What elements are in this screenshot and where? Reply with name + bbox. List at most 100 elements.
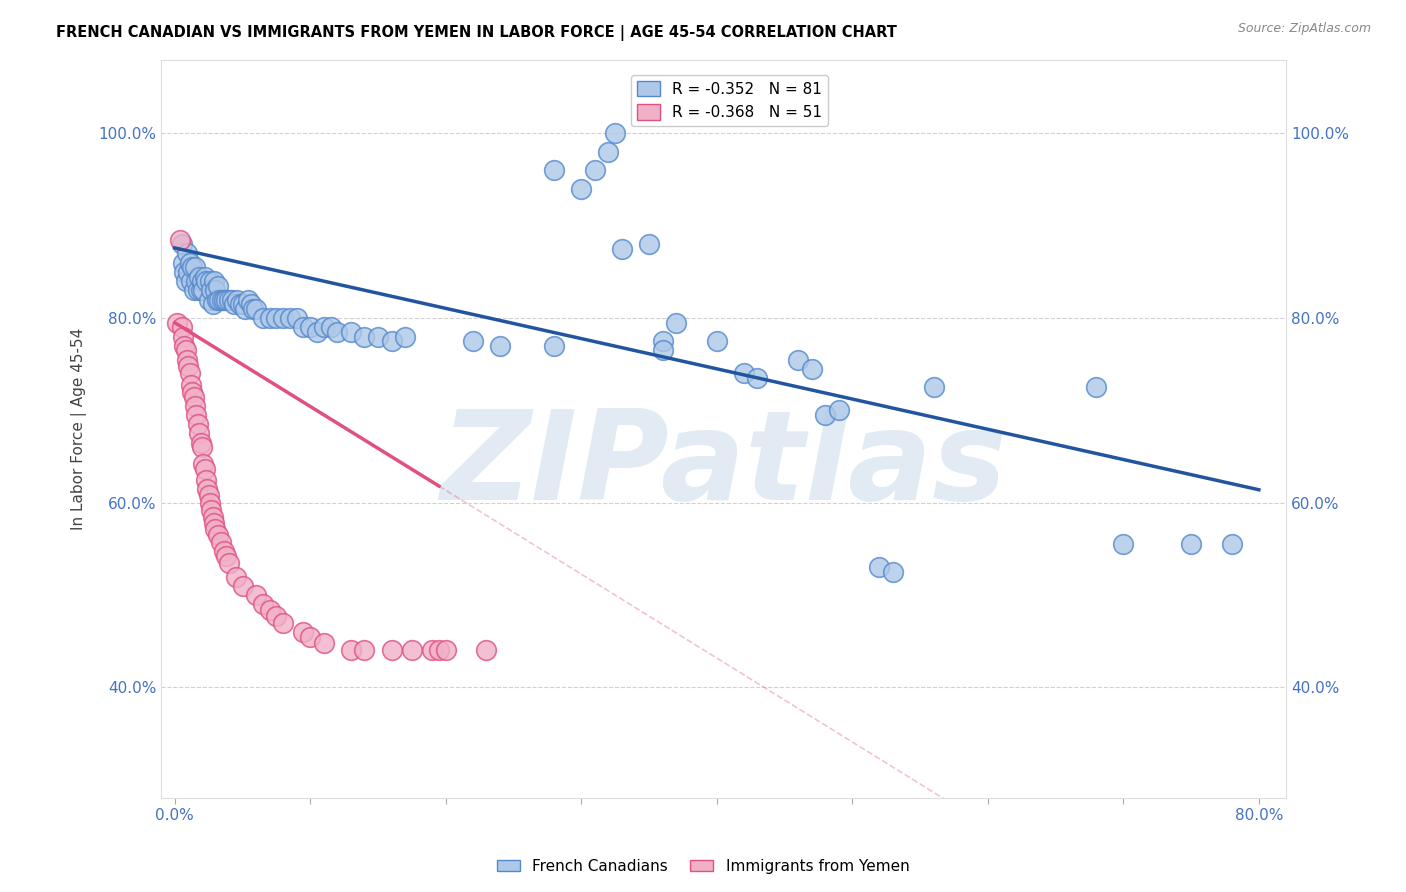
Point (285, 311, 308, 326)
Point (651, 343, 673, 358)
Point (202, 516, 225, 530)
Point (381, 334, 404, 348)
Point (194, 473, 217, 487)
Point (205, 293, 228, 307)
Point (200, 503, 222, 517)
Point (242, 301, 264, 316)
Point (180, 377, 202, 392)
Point (583, 163, 606, 178)
Point (200, 284, 222, 298)
Point (461, 334, 484, 348)
Point (221, 293, 243, 307)
Point (233, 301, 256, 316)
Point (434, 643, 457, 657)
Point (814, 408, 837, 422)
Point (184, 260, 207, 275)
Point (181, 384, 204, 399)
Point (259, 603, 281, 617)
Point (800, 361, 823, 376)
Point (183, 284, 205, 298)
Point (194, 274, 217, 288)
Text: ZIPatlas: ZIPatlas (440, 405, 1007, 526)
Point (292, 320, 315, 334)
Point (245, 588, 267, 602)
Point (174, 343, 197, 358)
Point (598, 145, 620, 159)
Point (173, 339, 195, 353)
Point (191, 440, 214, 454)
Point (543, 163, 565, 178)
Point (569, 182, 592, 196)
Point (197, 293, 219, 307)
Point (252, 597, 274, 611)
Point (394, 329, 416, 343)
Point (188, 269, 211, 284)
Point (211, 293, 233, 307)
Point (195, 482, 218, 496)
Point (208, 293, 231, 307)
Point (271, 615, 294, 630)
Point (207, 278, 229, 293)
Point (201, 297, 224, 311)
Point (184, 399, 207, 413)
Point (489, 339, 512, 353)
Point (340, 325, 363, 339)
Point (194, 462, 217, 476)
Point (231, 579, 253, 593)
Point (1220, 537, 1243, 551)
Point (215, 293, 238, 307)
Point (271, 311, 294, 326)
Point (231, 297, 253, 311)
Point (187, 284, 209, 298)
Point (828, 403, 851, 417)
Point (180, 274, 202, 288)
Point (1112, 537, 1135, 551)
Point (475, 643, 498, 657)
Point (226, 293, 249, 307)
Point (179, 255, 201, 269)
Point (170, 237, 193, 252)
Point (204, 523, 226, 537)
Point (186, 274, 208, 288)
Point (198, 496, 221, 510)
Point (1085, 380, 1108, 394)
Point (299, 320, 322, 334)
Point (224, 297, 246, 311)
Point (543, 339, 565, 353)
Point (193, 457, 215, 471)
Point (292, 624, 315, 639)
Point (225, 569, 247, 583)
Point (610, 242, 633, 256)
Point (882, 565, 904, 579)
Point (706, 334, 728, 348)
Point (326, 325, 349, 339)
Point (215, 549, 238, 564)
Point (381, 643, 404, 657)
Point (229, 297, 252, 311)
Legend: French Canadians, Immigrants from Yemen: French Canadians, Immigrants from Yemen (491, 853, 915, 880)
Point (172, 255, 194, 269)
Point (259, 311, 281, 326)
Point (169, 233, 191, 247)
Point (278, 311, 301, 326)
Point (218, 293, 240, 307)
Point (176, 352, 198, 367)
Point (236, 293, 259, 307)
Point (201, 509, 224, 524)
Point (665, 316, 688, 330)
Point (312, 636, 335, 650)
Point (340, 643, 363, 657)
Point (401, 643, 423, 657)
Point (207, 528, 229, 542)
Y-axis label: In Labor Force | Age 45-54: In Labor Force | Age 45-54 (72, 327, 87, 530)
Point (170, 320, 193, 334)
Point (651, 334, 673, 348)
Point (212, 543, 235, 558)
Point (172, 329, 194, 343)
Point (299, 630, 322, 644)
Legend: R = -0.352   N = 81, R = -0.368   N = 51: R = -0.352 N = 81, R = -0.368 N = 51 (631, 75, 828, 127)
Point (190, 284, 212, 298)
Point (353, 643, 375, 657)
Point (218, 556, 240, 570)
Point (183, 390, 205, 404)
